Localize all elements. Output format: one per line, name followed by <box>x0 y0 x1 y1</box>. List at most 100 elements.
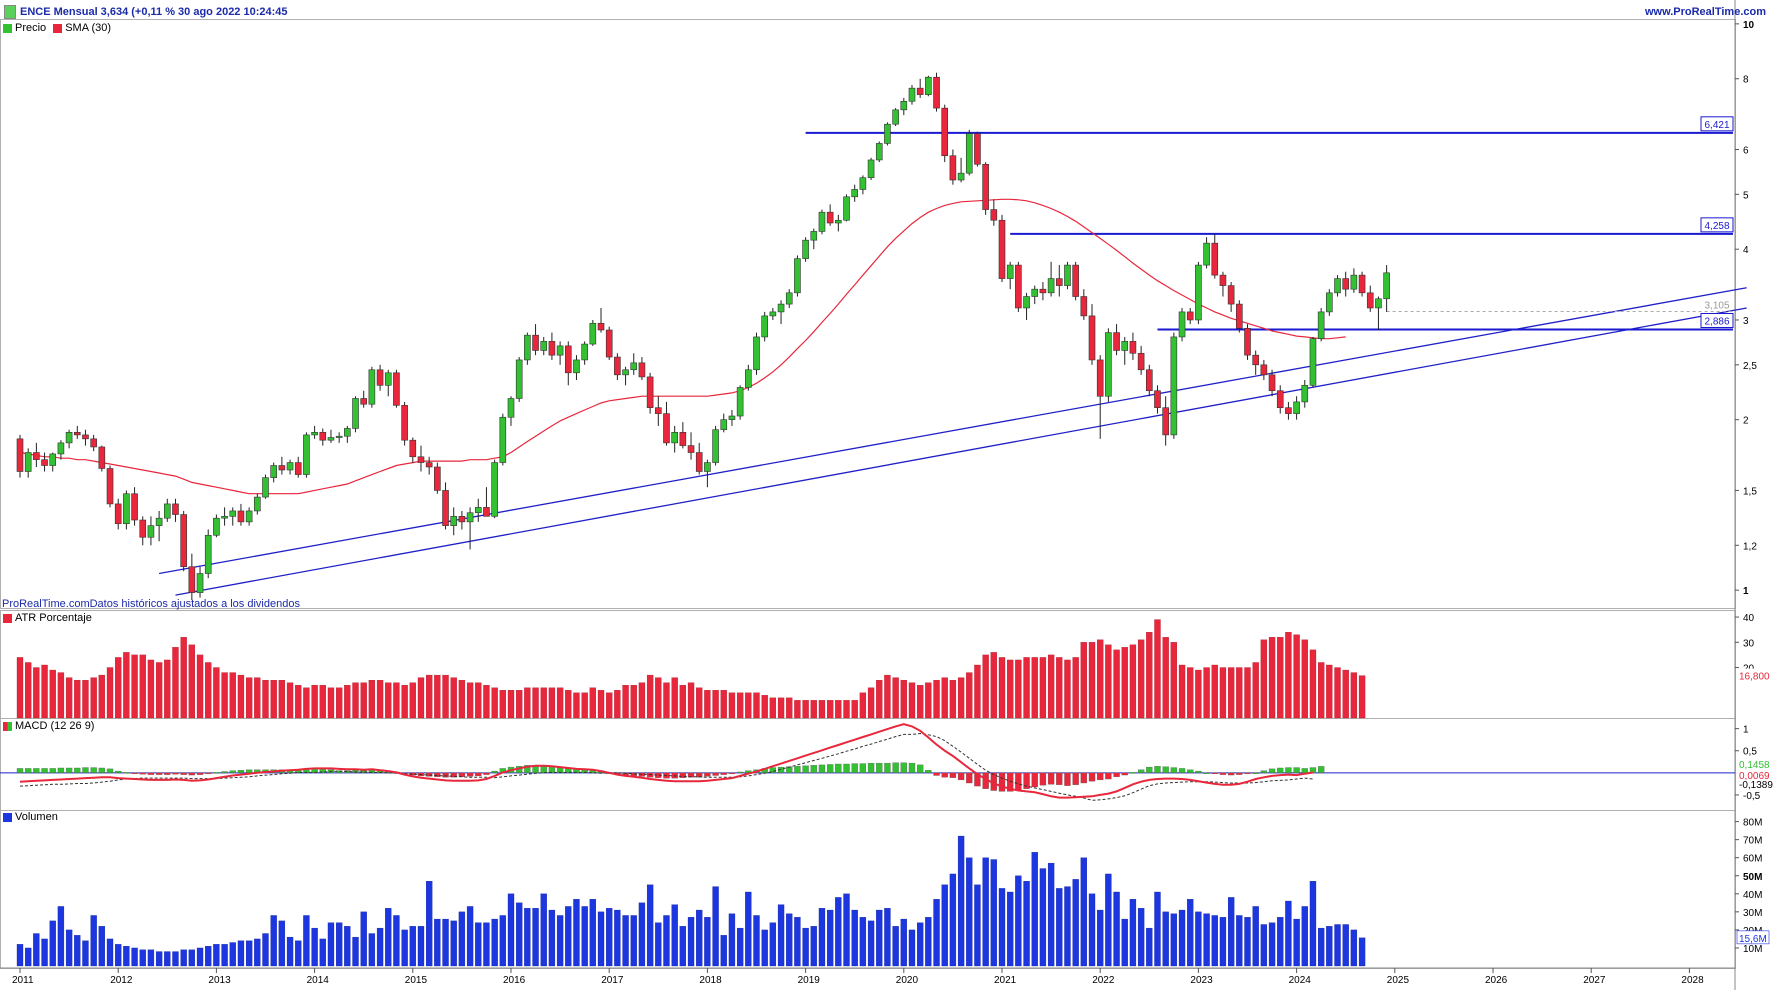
atr-bar <box>450 677 457 719</box>
atr-bar <box>90 677 97 719</box>
atr-bar <box>393 682 400 719</box>
candle-body <box>720 419 728 431</box>
atr-bar <box>434 674 441 719</box>
atr-bar <box>499 690 506 719</box>
atr-bar <box>1203 667 1210 719</box>
volume-tick-label: 30M <box>1743 908 1762 919</box>
candle-body <box>965 133 973 174</box>
volume-bar <box>638 902 646 967</box>
candle-body <box>524 334 531 361</box>
atr-bar <box>115 657 122 719</box>
volume-bar <box>630 915 637 967</box>
candle-body <box>1350 274 1358 290</box>
candle-body <box>1236 303 1243 329</box>
volume-value-label: 15,6M <box>1739 934 1767 945</box>
volume-bar <box>262 933 269 967</box>
macd-hist-bar <box>1178 768 1186 773</box>
macd-hist-bar <box>1080 772 1087 784</box>
macd-hist-bar <box>736 771 744 774</box>
candle-body <box>712 429 719 463</box>
price-legend[interactable]: Precio SMA (30) <box>3 22 111 34</box>
volume-bar <box>57 906 65 967</box>
candle-body <box>1146 369 1153 392</box>
atr-bar <box>761 695 768 719</box>
volume-bar <box>1236 915 1243 967</box>
volume-bar <box>1056 888 1063 967</box>
volume-bar <box>237 940 245 967</box>
volume-bar <box>516 902 523 967</box>
atr-bar <box>687 682 695 719</box>
volume-bar <box>597 911 605 967</box>
macd-value-label: 0,0069 <box>1739 771 1770 782</box>
atr-bar <box>524 687 531 719</box>
macd-hist-bar <box>41 768 48 773</box>
time-tick-label: 2018 <box>699 975 722 986</box>
candle-body <box>16 438 24 472</box>
macd-hist-bar <box>941 772 948 778</box>
volume-legend[interactable]: Volumen <box>3 811 58 823</box>
candle-body <box>1129 341 1137 354</box>
site-link[interactable]: www.ProRealTime.com <box>1644 6 1766 18</box>
macd-hist-bar <box>65 767 73 773</box>
atr-bar <box>1358 675 1366 719</box>
candle-body <box>1105 332 1112 397</box>
atr-bar <box>1318 662 1325 719</box>
volume-bar <box>442 918 449 967</box>
candle-body <box>884 123 891 144</box>
candle-body <box>65 431 73 444</box>
candle-body <box>1358 274 1366 294</box>
candle-body <box>327 437 335 441</box>
price-legend-label: Precio <box>15 22 47 34</box>
atr-value-box <box>1737 668 1773 682</box>
macd-hist-bar <box>974 772 981 787</box>
macd-hist-bar <box>728 772 736 774</box>
candle-body <box>319 431 327 441</box>
candle-body <box>417 456 425 463</box>
macd-hist-bar <box>434 772 441 777</box>
atr-legend[interactable]: ATR Porcentaje <box>3 612 92 624</box>
candle-body <box>957 172 965 181</box>
atr-bar <box>286 682 294 719</box>
macd-hist-bar <box>884 762 891 773</box>
candle-body <box>401 405 408 441</box>
macd-hist-bar <box>1268 768 1276 773</box>
volume-bar <box>818 908 826 967</box>
candle-body <box>1375 298 1382 309</box>
candle-body <box>33 452 40 460</box>
macd-hist-bar <box>123 772 130 774</box>
volume-bar <box>475 922 482 967</box>
volume-bar <box>769 922 777 967</box>
candle-body <box>1006 264 1014 279</box>
volume-bar <box>851 909 858 967</box>
atr-bar <box>82 679 89 719</box>
candle-body <box>483 507 490 517</box>
candle-body <box>278 465 286 471</box>
volume-bar <box>696 909 703 967</box>
atr-bar <box>1293 634 1300 719</box>
volume-bar <box>990 859 997 967</box>
volume-bar <box>1007 891 1014 967</box>
candle-body <box>638 362 646 378</box>
candle-body <box>1186 311 1194 321</box>
candle-body <box>393 372 400 406</box>
volume-bar <box>25 947 32 967</box>
atr-bar <box>1334 667 1341 719</box>
atr-bar <box>237 674 245 719</box>
macd-hist-bar <box>164 772 171 775</box>
macd-hist-bar <box>712 772 719 776</box>
candle-body <box>1366 292 1374 309</box>
candle-body <box>49 453 57 466</box>
macd-legend[interactable]: MACD (12 26 9) <box>3 720 94 732</box>
candle-body <box>753 336 760 371</box>
current-price-tag: 3,105 <box>1704 301 1729 312</box>
macd-hist-bar <box>794 766 801 773</box>
volume-bar <box>311 927 318 967</box>
volume-bar <box>884 908 891 967</box>
volume-bar <box>1301 906 1308 967</box>
candle-body <box>499 416 507 463</box>
macd-hist-bar <box>450 772 457 778</box>
candle-body <box>1088 315 1096 361</box>
atr-bar <box>98 674 105 719</box>
candle-body <box>1326 292 1333 313</box>
candle-body <box>1252 354 1259 366</box>
